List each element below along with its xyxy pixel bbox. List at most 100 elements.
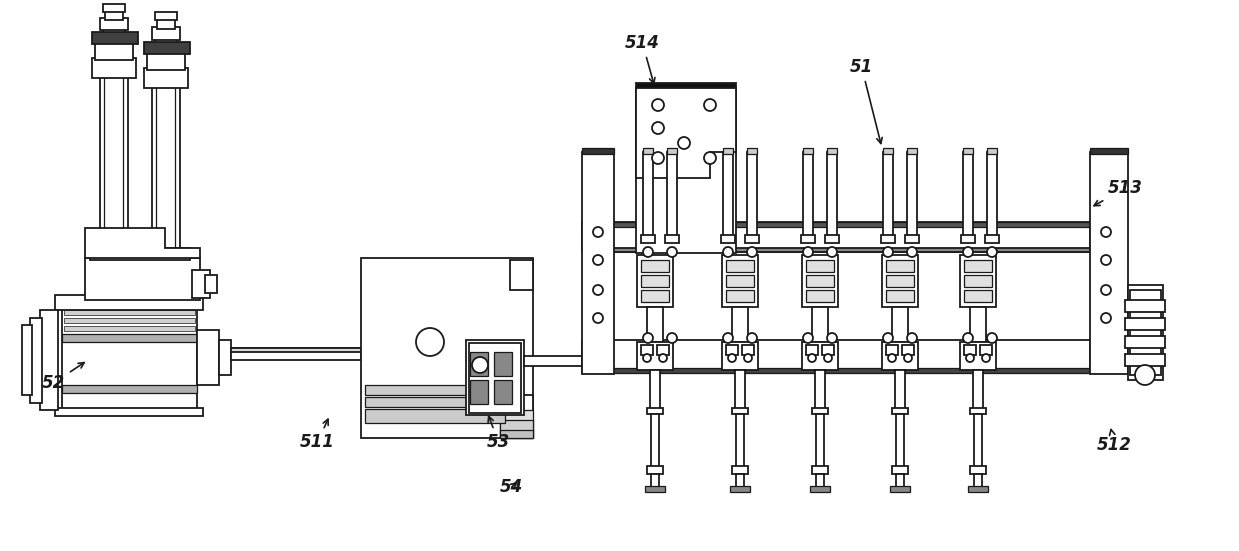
Bar: [964, 275, 992, 287]
Bar: [582, 222, 1090, 227]
Bar: [892, 307, 908, 342]
Bar: [501, 420, 533, 438]
Bar: [883, 152, 893, 240]
Bar: [726, 275, 755, 287]
Bar: [650, 414, 659, 469]
Circle shape: [643, 354, 650, 362]
Bar: [144, 68, 188, 88]
Bar: [907, 152, 917, 240]
Text: 514: 514: [624, 34, 660, 84]
Bar: [881, 235, 895, 243]
Bar: [470, 352, 488, 376]
Circle shape: [808, 354, 817, 362]
Bar: [366, 409, 506, 423]
Bar: [817, 474, 824, 488]
Bar: [646, 486, 665, 492]
Circle shape: [593, 255, 603, 265]
Bar: [650, 474, 659, 488]
Bar: [985, 235, 999, 243]
Circle shape: [883, 247, 893, 257]
Bar: [807, 290, 834, 302]
Bar: [641, 290, 669, 302]
Circle shape: [888, 354, 896, 362]
Circle shape: [652, 99, 664, 111]
Bar: [1125, 336, 1165, 348]
Bar: [155, 12, 177, 20]
Bar: [726, 260, 755, 272]
Bar: [802, 342, 838, 370]
Bar: [144, 42, 190, 54]
Circle shape: [803, 247, 813, 257]
Circle shape: [667, 247, 676, 257]
Bar: [90, 248, 190, 260]
Bar: [747, 152, 757, 240]
Bar: [192, 270, 209, 298]
Bar: [812, 408, 828, 414]
Bar: [55, 295, 203, 310]
Bar: [987, 152, 997, 240]
Circle shape: [652, 152, 664, 164]
Text: 511: 511: [300, 419, 335, 451]
Bar: [637, 255, 673, 307]
Bar: [821, 345, 834, 355]
Circle shape: [593, 313, 603, 323]
Bar: [973, 370, 983, 412]
Bar: [907, 148, 917, 154]
Circle shape: [659, 354, 667, 362]
Bar: [745, 235, 760, 243]
Bar: [964, 345, 976, 355]
Circle shape: [803, 333, 813, 343]
Circle shape: [704, 99, 716, 111]
Bar: [501, 410, 533, 438]
Bar: [724, 152, 733, 240]
Bar: [524, 356, 582, 366]
Bar: [582, 222, 1090, 252]
Bar: [826, 148, 838, 154]
Bar: [896, 474, 904, 488]
Bar: [501, 430, 533, 438]
Circle shape: [983, 354, 990, 362]
Bar: [970, 466, 986, 474]
Bar: [815, 370, 825, 412]
Bar: [963, 152, 973, 240]
Bar: [732, 307, 748, 342]
Bar: [802, 255, 838, 307]
Circle shape: [729, 354, 736, 362]
Bar: [494, 380, 512, 404]
Polygon shape: [636, 88, 736, 178]
Bar: [817, 414, 824, 469]
Bar: [62, 334, 197, 342]
Bar: [147, 50, 185, 70]
Bar: [960, 342, 996, 370]
Bar: [219, 340, 230, 375]
Circle shape: [826, 333, 838, 343]
Bar: [812, 466, 828, 474]
Bar: [964, 290, 992, 302]
Bar: [470, 343, 522, 413]
Bar: [960, 255, 996, 307]
Bar: [882, 255, 918, 307]
Bar: [643, 148, 653, 154]
Bar: [641, 345, 653, 355]
Bar: [100, 18, 128, 30]
Bar: [657, 345, 669, 355]
Bar: [1125, 300, 1165, 312]
Circle shape: [907, 333, 917, 343]
Bar: [30, 318, 42, 403]
Bar: [643, 152, 653, 240]
Bar: [64, 326, 195, 331]
Circle shape: [1101, 285, 1111, 295]
Bar: [641, 235, 655, 243]
Text: 54: 54: [501, 478, 523, 496]
Bar: [1090, 152, 1127, 374]
Bar: [152, 27, 180, 40]
Bar: [722, 255, 758, 307]
Bar: [736, 414, 743, 469]
Circle shape: [724, 247, 733, 257]
Text: 52: 52: [42, 363, 84, 392]
Bar: [810, 486, 830, 492]
Bar: [501, 395, 533, 413]
Circle shape: [824, 354, 833, 362]
Bar: [494, 352, 512, 376]
Bar: [637, 342, 673, 370]
